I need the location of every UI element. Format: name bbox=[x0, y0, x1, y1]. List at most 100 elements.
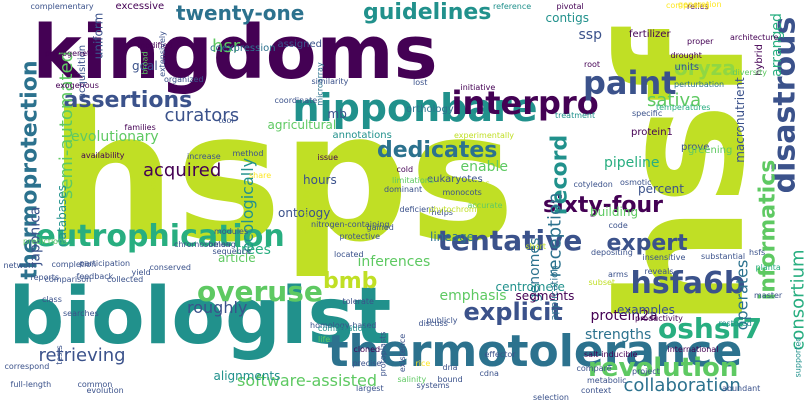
word-prove: prove bbox=[681, 142, 710, 153]
word-trees: trees bbox=[235, 242, 271, 258]
word-retrieving: retrieving bbox=[38, 345, 126, 366]
word-reference: reference bbox=[493, 2, 532, 11]
word-sixty-four: sixty-four bbox=[543, 193, 664, 218]
word-share: share bbox=[249, 171, 272, 180]
word-planta: planta bbox=[755, 263, 781, 272]
word-availability: availability bbox=[81, 151, 125, 160]
word-architecture: architecture bbox=[730, 33, 779, 42]
word-existence: existence bbox=[398, 333, 408, 373]
word-comparison: comparison bbox=[44, 275, 92, 284]
word-paint: paint bbox=[583, 64, 677, 102]
word-alignments: alignments bbox=[213, 369, 281, 383]
word-tool: tool bbox=[218, 116, 234, 125]
word-pivotal: pivotal bbox=[556, 2, 584, 11]
word-hsfs: hsfs bbox=[749, 248, 766, 257]
word-productivity: productivity bbox=[635, 314, 683, 323]
word-phytochrome: phytochrome bbox=[428, 205, 482, 214]
word-network: network bbox=[3, 261, 37, 270]
word-sequence: sequence bbox=[212, 247, 252, 256]
word-compare: compare bbox=[576, 364, 612, 373]
word-experimentally: experimentally bbox=[454, 131, 515, 140]
word-nitrogen-containing: nitrogen-containing bbox=[311, 220, 390, 229]
word-specific: specific bbox=[632, 109, 663, 118]
word-chromosomes: chromosomes bbox=[174, 240, 231, 249]
word-issue: issue bbox=[317, 153, 339, 162]
word-located: located bbox=[334, 250, 364, 259]
word-treatment: treatment bbox=[555, 111, 596, 120]
word-conserved: conserved bbox=[149, 263, 191, 272]
word-application: application bbox=[549, 265, 561, 321]
word-gained: gained bbox=[366, 223, 394, 232]
word-coexpression: coexpression bbox=[210, 43, 276, 54]
word-inferences: inferences bbox=[357, 254, 431, 270]
word-assertions: assertions bbox=[63, 88, 193, 113]
word-families: families bbox=[124, 123, 156, 132]
word-nipponbare: nipponbare bbox=[292, 86, 538, 130]
word-step: step bbox=[148, 174, 158, 192]
word-homology-based: homology-based bbox=[310, 321, 377, 330]
word-informatics: informatics bbox=[754, 159, 780, 301]
word-bmb: bmb bbox=[323, 269, 378, 294]
word-centromere: centromere bbox=[495, 280, 565, 294]
word-article: article bbox=[218, 251, 256, 265]
word-arms: arms bbox=[608, 270, 629, 279]
word-contigs: contigs bbox=[545, 11, 589, 25]
word-code: code bbox=[608, 221, 628, 230]
word-relies: relies bbox=[687, 2, 709, 11]
word-coordinate: coordinate bbox=[274, 96, 318, 105]
word-twenty-one: twenty-one bbox=[176, 1, 305, 25]
word-osmotic: osmotic bbox=[620, 178, 652, 187]
word-metabolic: metabolic bbox=[587, 376, 627, 385]
word-collected: collected bbox=[107, 275, 144, 284]
word-building: building bbox=[590, 205, 639, 219]
word-interpro: interpro bbox=[451, 84, 599, 122]
word-context: context bbox=[581, 386, 612, 395]
word-cdnas: cdnas bbox=[466, 179, 490, 188]
word-mb: mb bbox=[327, 107, 347, 121]
word-kingdoms: kingdoms bbox=[32, 10, 438, 96]
word-genetically: genetically bbox=[301, 190, 311, 234]
word-accurate: accurate bbox=[467, 201, 503, 210]
word-belong: belong bbox=[208, 240, 236, 249]
word-deficient: deficient bbox=[399, 205, 435, 214]
word-semi-automated: semi-automated bbox=[56, 50, 78, 200]
word-feedback: feedback bbox=[76, 272, 114, 281]
word-dominant: dominant bbox=[384, 185, 423, 194]
word-fertilizer: fertilizer bbox=[629, 29, 671, 40]
word-protoplasts: protoplasts bbox=[377, 331, 387, 377]
word-similarity: similarity bbox=[311, 77, 349, 86]
word-short: short bbox=[525, 242, 547, 251]
word-hsfa6b: hsfa6b bbox=[630, 266, 746, 301]
word-dedicates: dedicates bbox=[377, 138, 498, 163]
word-pipeline: pipeline bbox=[604, 155, 660, 171]
word-limitations: limitations bbox=[392, 176, 434, 185]
word-arranged: arranged bbox=[768, 13, 785, 77]
word-agricultural: agricultural bbox=[267, 118, 337, 132]
word-ontology: ontology bbox=[278, 206, 331, 220]
word-international: international bbox=[667, 345, 719, 354]
word-protein2a: protein2a bbox=[590, 308, 658, 324]
word-abundant: abundant bbox=[722, 384, 761, 393]
word-salinity: salinity bbox=[397, 375, 427, 384]
word-modified: modified bbox=[137, 41, 173, 50]
word-explicit: explicit bbox=[463, 298, 563, 326]
word-combinations: combinations bbox=[318, 324, 372, 333]
word-orthology: orthology bbox=[406, 104, 454, 115]
word-tentative: tentative bbox=[437, 224, 583, 257]
word-assigned: assigned bbox=[277, 39, 323, 50]
word-root: root bbox=[584, 60, 601, 69]
word-proper: proper bbox=[687, 37, 714, 46]
word-effector: effector bbox=[484, 350, 516, 359]
word-supported: supported bbox=[792, 336, 802, 378]
word-complementary: complementary bbox=[30, 2, 94, 11]
word-precise: precise bbox=[352, 359, 382, 368]
word-drought: drought bbox=[670, 51, 702, 60]
word-cold: cold bbox=[396, 165, 414, 174]
word-yield: yield bbox=[131, 268, 151, 277]
word-publicly: publicly bbox=[426, 316, 458, 325]
word-curators: curators bbox=[164, 105, 240, 126]
word-substantial: substantial bbox=[701, 252, 746, 261]
word-units: units bbox=[674, 62, 700, 73]
word-subset: subset bbox=[588, 278, 616, 287]
